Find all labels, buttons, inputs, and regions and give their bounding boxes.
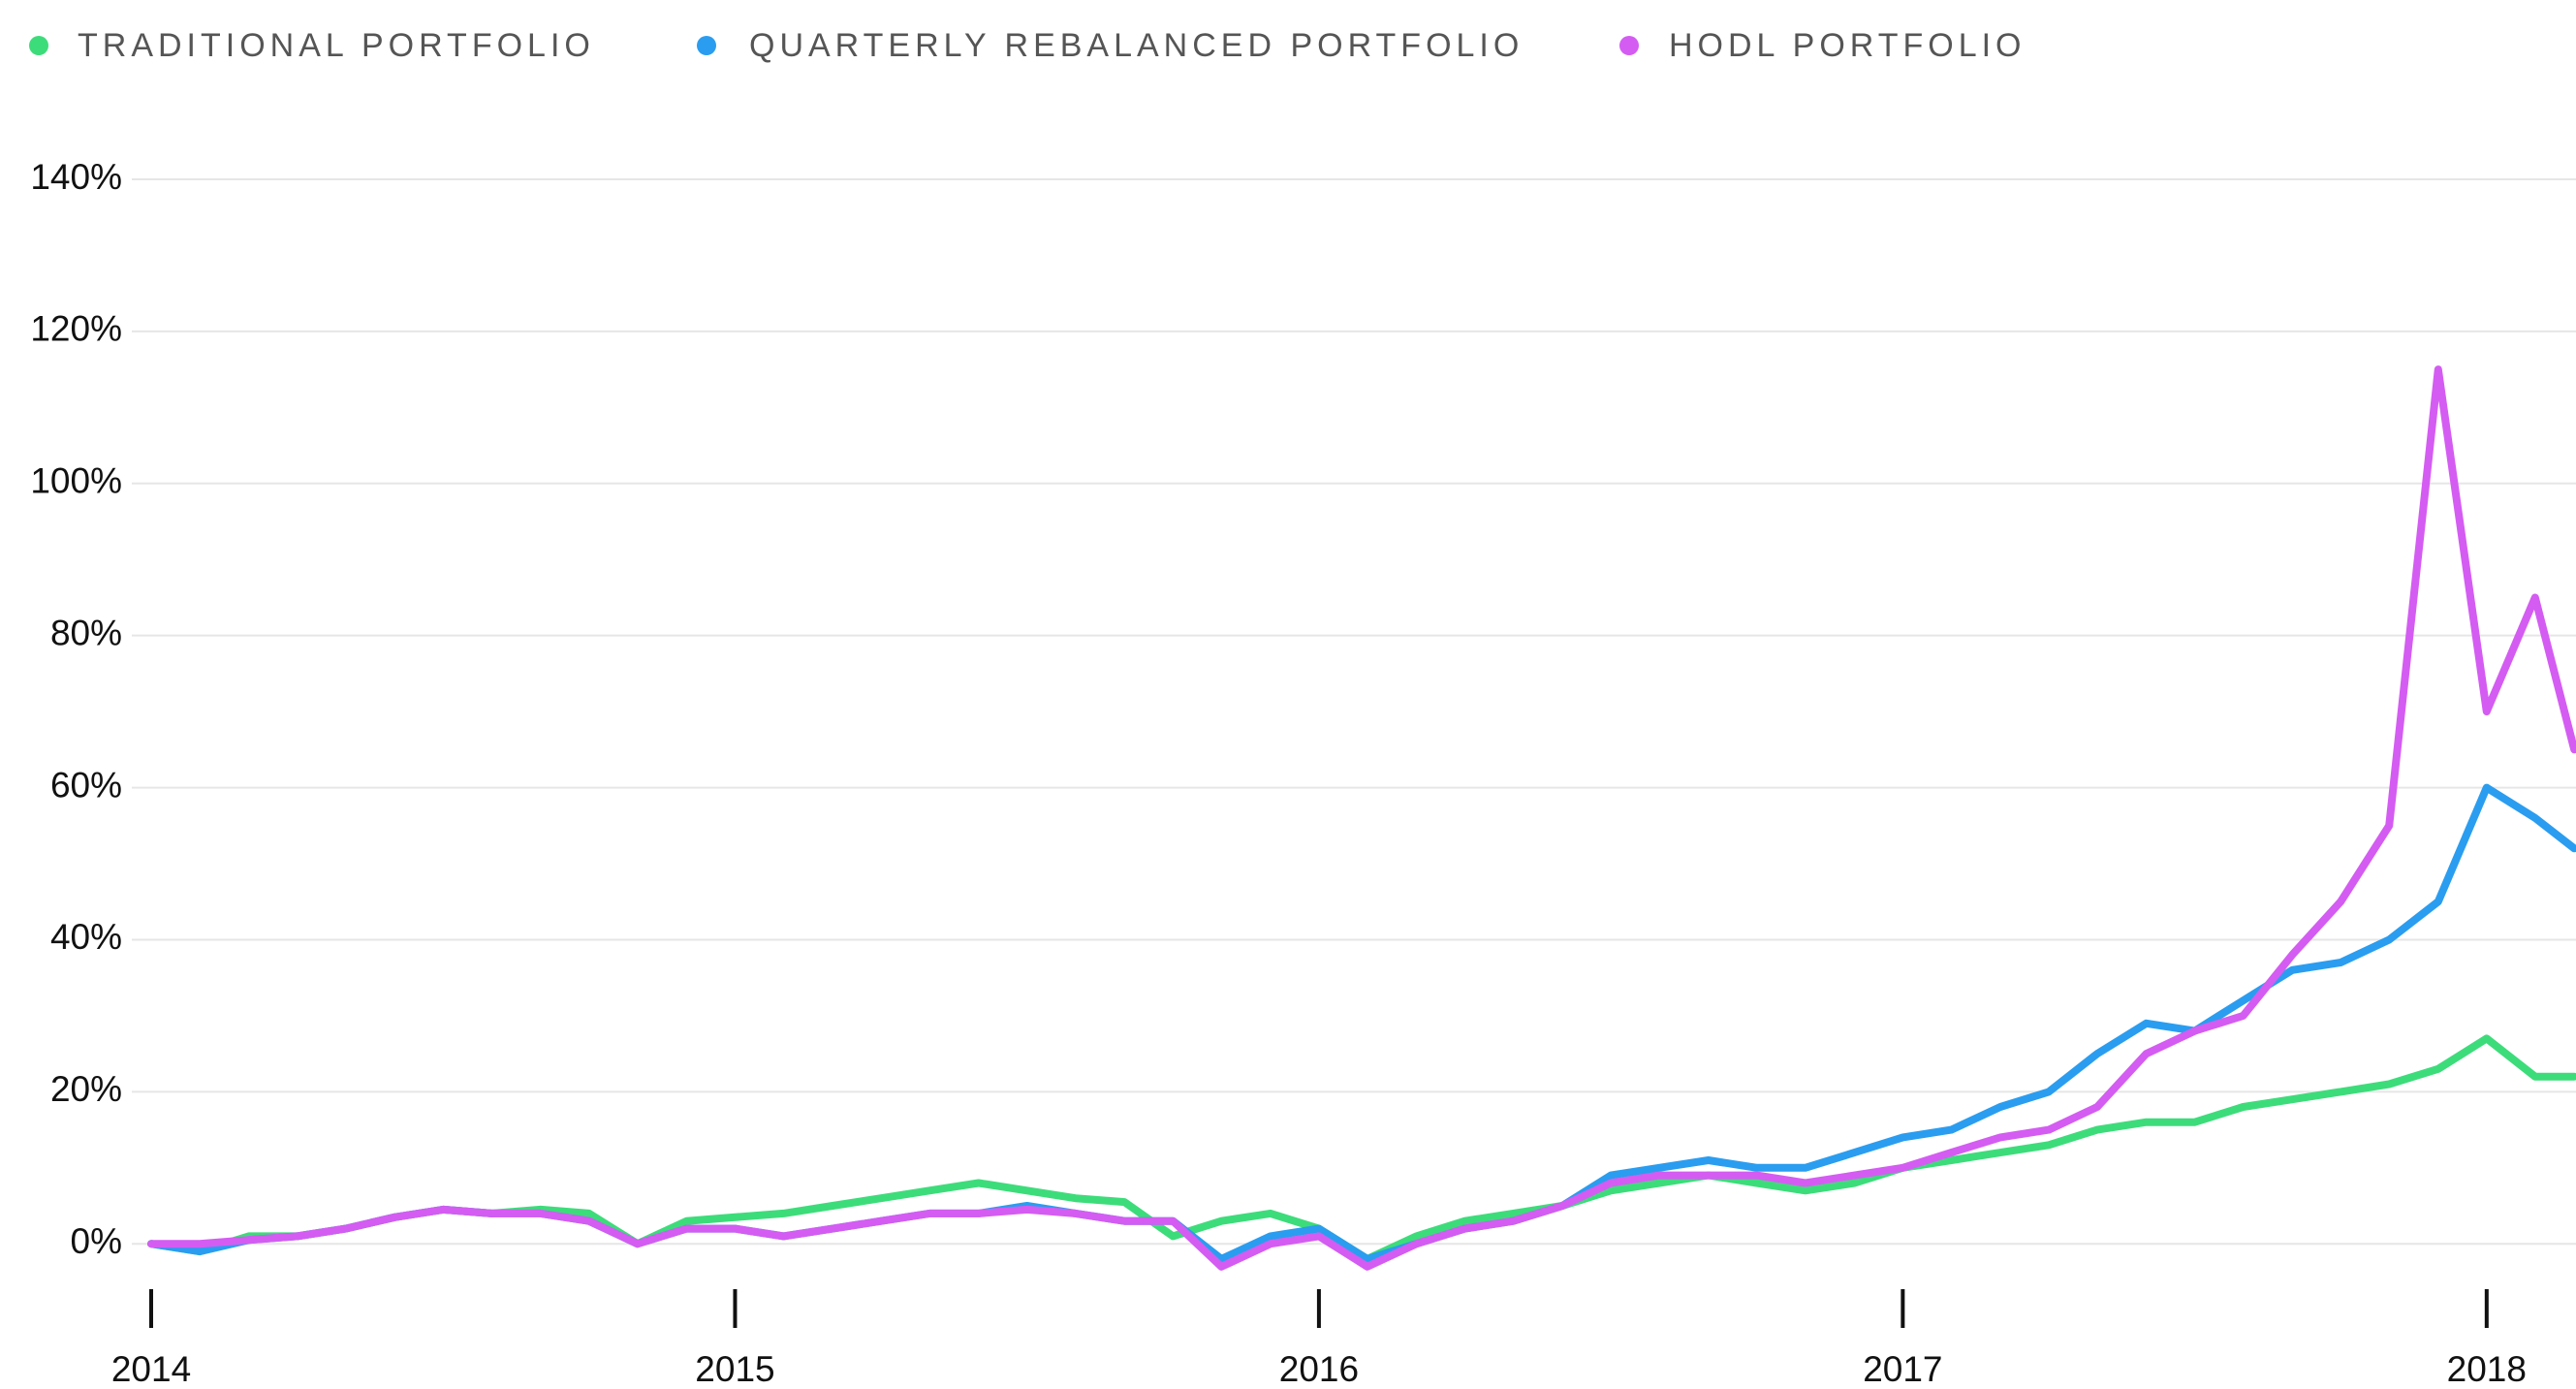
- legend-marker: [29, 36, 48, 55]
- y-tick-label: 100%: [30, 461, 122, 501]
- y-tick-label: 0%: [71, 1221, 122, 1261]
- legend-label: HODL PORTFOLIO: [1669, 27, 2026, 64]
- y-tick-label: 60%: [50, 765, 122, 805]
- y-tick-label: 40%: [50, 917, 122, 957]
- series-line: [147, 365, 2576, 1271]
- x-tick-label: 2014: [111, 1349, 191, 1389]
- x-tick-label: 2017: [1863, 1349, 1942, 1389]
- y-tick-label: 120%: [30, 309, 122, 349]
- series-line: [147, 1034, 2576, 1263]
- y-tick-label: 80%: [50, 613, 122, 652]
- y-tick-label: 20%: [50, 1069, 122, 1109]
- x-tick-label: 2018: [2447, 1349, 2527, 1389]
- x-tick-label: 2016: [1279, 1349, 1359, 1389]
- legend-marker: [1619, 36, 1639, 55]
- x-tick-label: 2015: [695, 1349, 774, 1389]
- legend-label: QUARTERLY REBALANCED PORTFOLIO: [749, 27, 1524, 64]
- legend-label: TRADITIONAL PORTFOLIO: [78, 27, 595, 64]
- y-tick-label: 140%: [30, 157, 122, 197]
- legend-marker: [697, 36, 716, 55]
